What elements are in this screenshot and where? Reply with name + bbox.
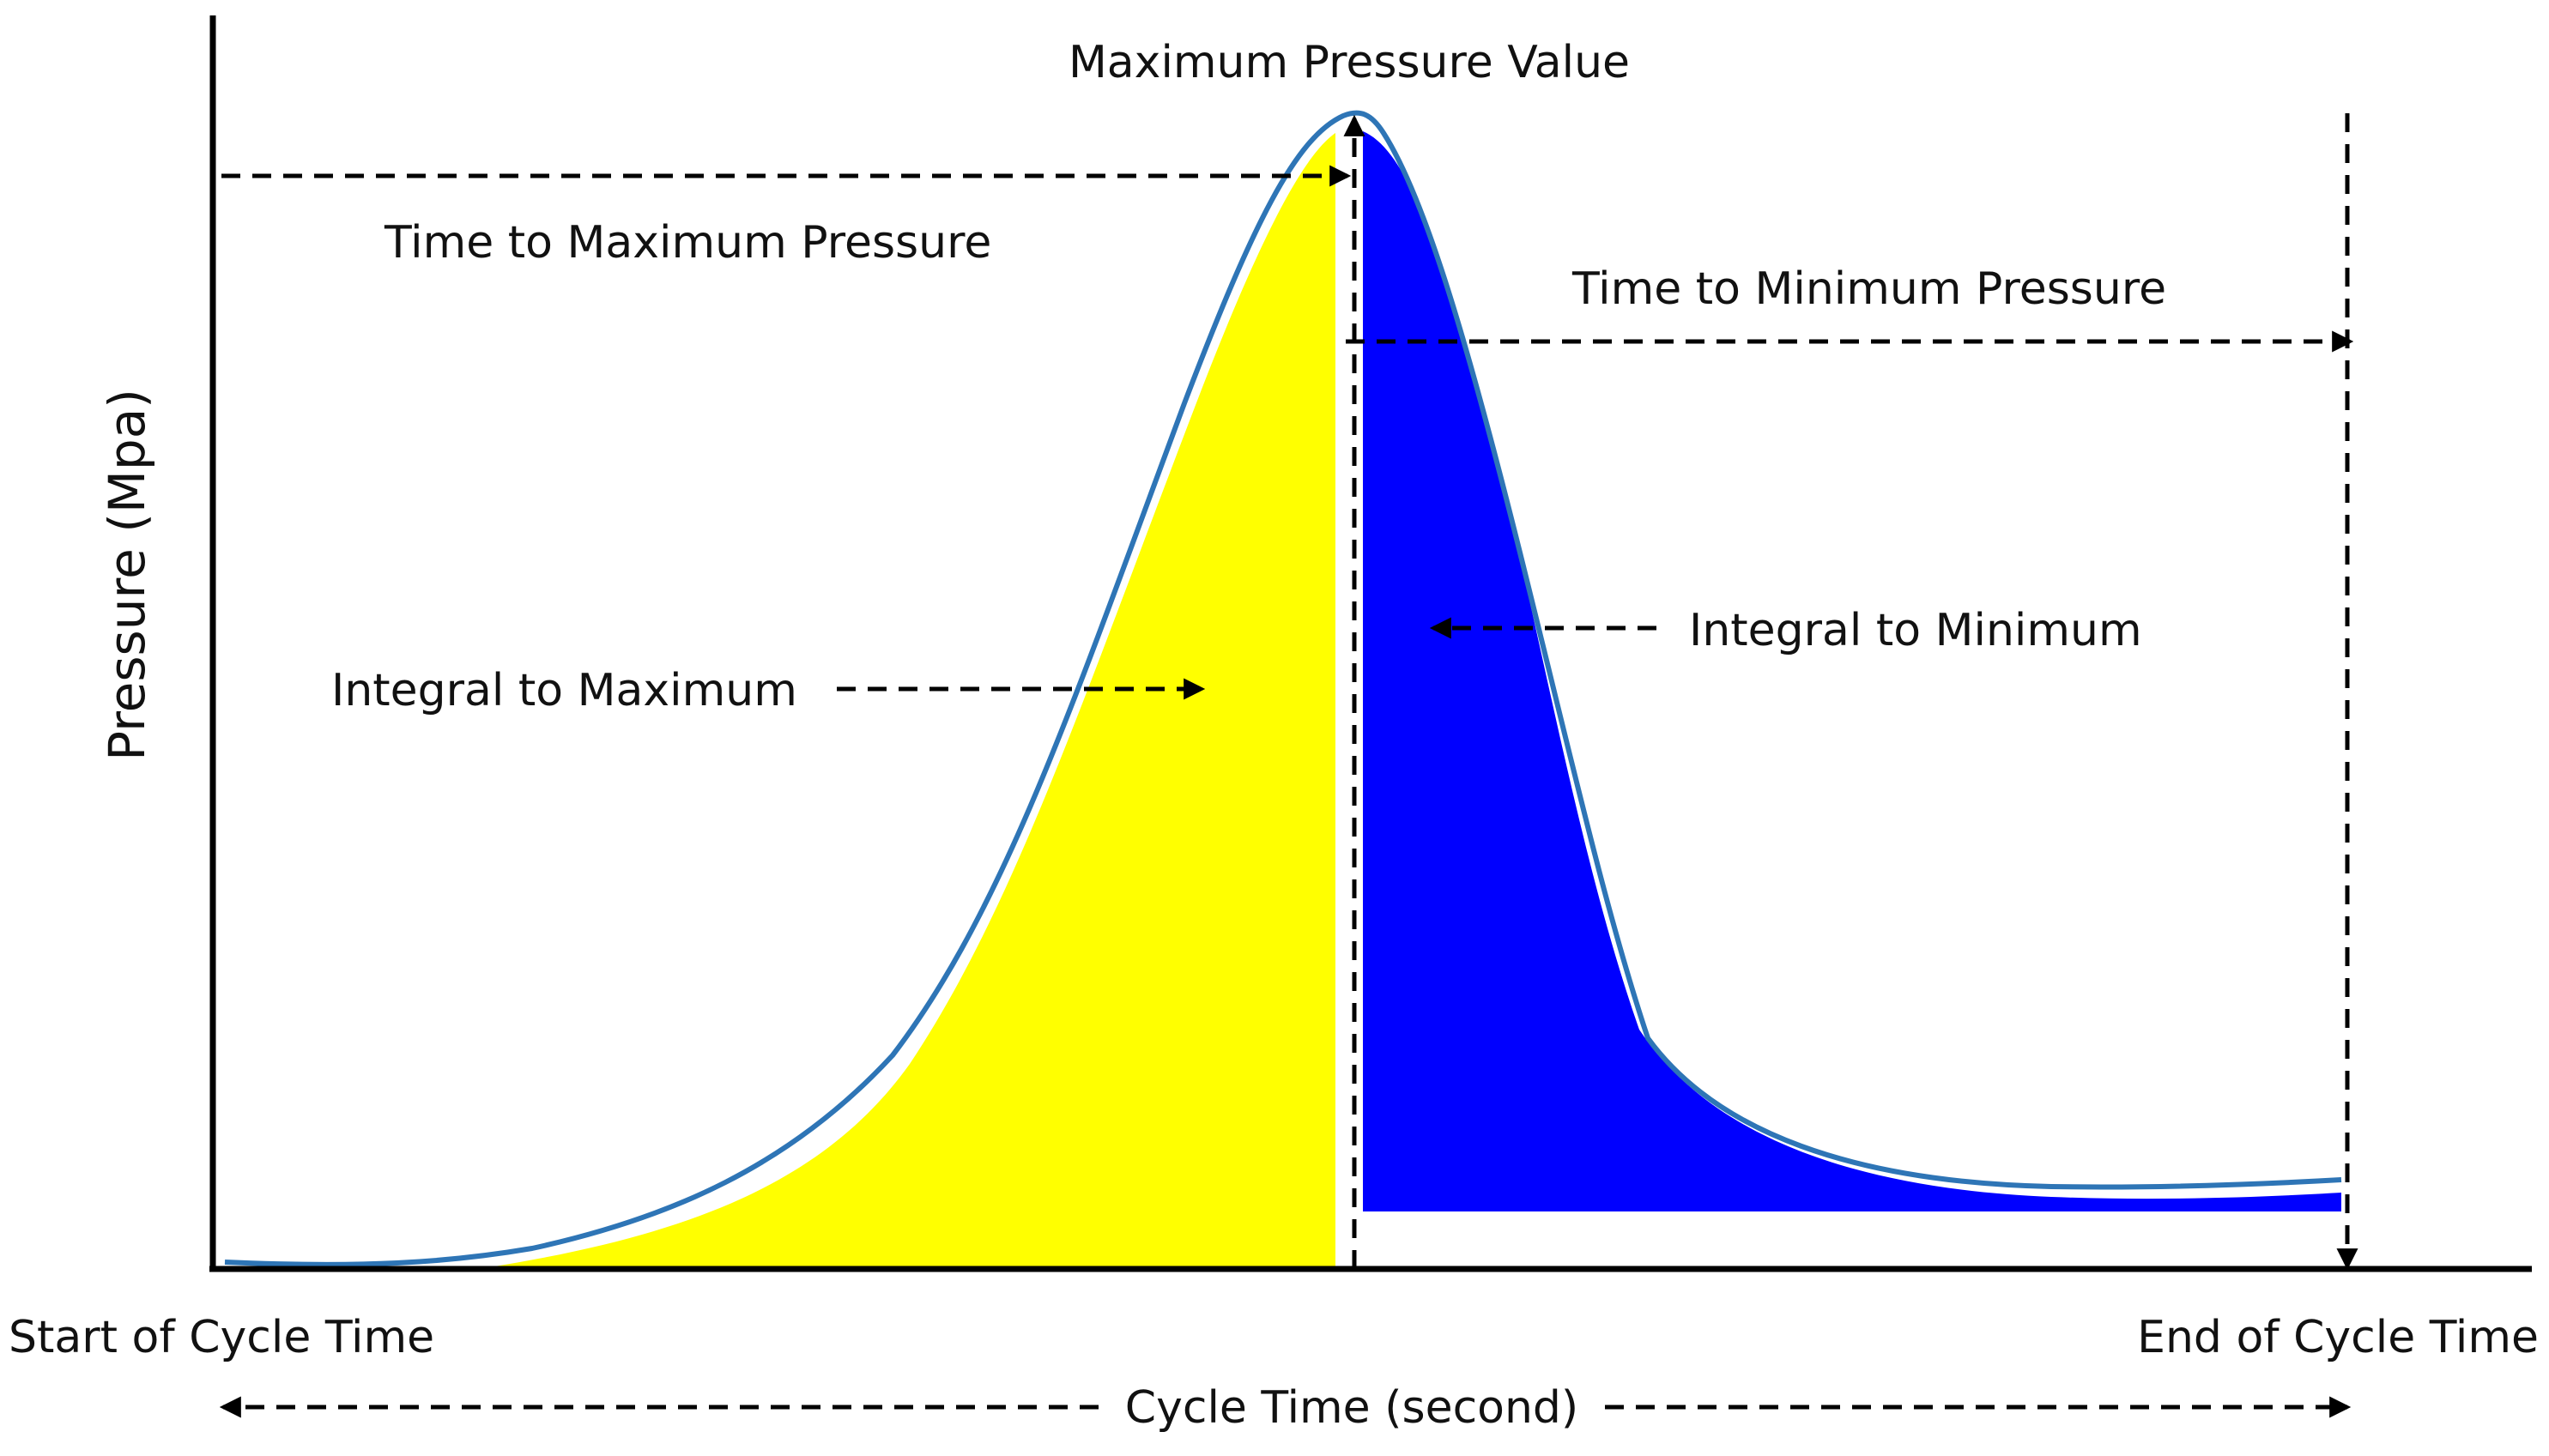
integral-min-label: Integral to Minimum [1689,605,2142,656]
peak-label: Maximum Pressure Value [1069,37,1630,88]
integral-max-label: Integral to Maximum [331,665,797,716]
x-axis-title: Cycle Time (second) [1125,1382,1578,1434]
integral-to-maximum-area [489,133,1335,1267]
y-axis-title: Pressure (Mpa) [98,389,156,761]
integral-to-minimum-area [1363,131,2341,1211]
end-of-cycle-label: End of Cycle Time [2137,1312,2539,1363]
start-of-cycle-label: Start of Cycle Time [9,1312,434,1363]
time-to-min-label: Time to Minimum Pressure [1571,263,2166,315]
time-to-max-label: Time to Maximum Pressure [384,217,991,269]
pressure-curve [224,110,2342,1267]
